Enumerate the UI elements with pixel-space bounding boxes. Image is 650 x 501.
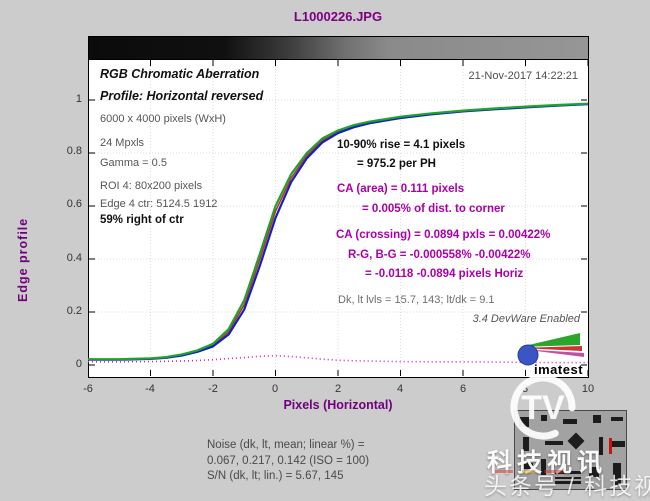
version-label: 3.4 DevWare Enabled — [472, 313, 580, 325]
ca-area-line2: = 0.005% of dist. to corner — [362, 203, 505, 215]
edge-gradient-strip — [89, 37, 588, 60]
edge-profile-chart — [88, 60, 589, 376]
imatest-logo-sphere — [517, 344, 539, 366]
gamma-label: Gamma = 0.5 — [100, 157, 167, 169]
profile-label: Profile: Horizontal reversed — [100, 89, 264, 103]
series-ca-area-difference — [88, 354, 588, 364]
x-tick-8: 8 — [521, 383, 529, 395]
y-tick-0: 0 — [75, 358, 82, 370]
imatest-logo-red-stripe — [520, 346, 582, 351]
edge-center-label: Edge 4 ctr: 5124.5 1912 — [100, 198, 218, 210]
y-tick-08: 0.8 — [66, 145, 82, 157]
megapixels-label: 24 Mpxls — [100, 137, 145, 149]
x-tick-10: 10 — [581, 383, 595, 395]
rise-result-line1: 10-90% rise = 4.1 pixels — [337, 139, 466, 151]
y-tick-02: 0.2 — [66, 305, 82, 317]
resolution-label: 6000 x 4000 pixels (WxH) — [100, 113, 226, 125]
x-axis-label: Pixels (Horizontal) — [283, 398, 393, 412]
y-tick-06: 0.6 — [66, 198, 82, 210]
roi-label: ROI 4: 80x200 pixels — [100, 180, 203, 192]
x-tick-4: 4 — [396, 383, 404, 395]
watermark-tv-logo: TV — [510, 374, 576, 440]
ca-area-line1: CA (area) = 0.111 pixels — [337, 183, 465, 195]
noise-line1: Noise (dk, lt, mean; linear %) = — [207, 439, 365, 451]
x-tick-n4: -4 — [145, 383, 155, 395]
chart-heading: RGB Chromatic Aberration — [100, 67, 260, 81]
y-axis-label: Edge profile — [16, 217, 30, 303]
y-tick-1: 1 — [75, 93, 82, 105]
x-tick-2: 2 — [334, 383, 342, 395]
tv-logo-ring — [510, 374, 576, 440]
x-tick-n2: -2 — [208, 383, 218, 395]
roi-marker — [609, 438, 612, 454]
series-g-edge-profile — [88, 102, 589, 361]
watermark-byline: 头条号 / 科技视讯 — [484, 473, 650, 499]
noise-line3: S/N (dk, lt; lin.) = 5.67, 145 — [207, 470, 344, 482]
imatest-logo-green-swoosh — [520, 333, 580, 347]
imatest-logo: imatest — [517, 333, 584, 377]
imatest-logo-text: imatest — [534, 362, 583, 377]
x-tick-6: 6 — [459, 383, 467, 395]
rise-result-line2: = 975.2 per PH — [357, 158, 436, 170]
levels-line: Dk, lt lvls = 15.7, 143; lt/dk = 9.1 — [338, 294, 495, 306]
analysis-timestamp: 21-Nov-2017 14:22:21 — [468, 70, 578, 82]
position-label: 59% right of ctr — [100, 214, 184, 226]
noise-line2: 0.067, 0.217, 0.142 (ISO = 100) — [207, 454, 370, 467]
x-tick-0: 0 — [271, 383, 279, 395]
watermark-sub-dashes — [495, 470, 585, 473]
figure-title: L1000226.JPG — [293, 9, 383, 24]
ca-crossing-line: CA (crossing) = 0.0894 pxls = 0.00422% — [336, 229, 551, 241]
rg-bg-line: R-G, B-G = -0.000558% -0.00422% — [348, 249, 531, 261]
pixels-horiz-line: = -0.0118 -0.0894 pixels Horiz — [365, 268, 524, 280]
thumbnail-test-chart — [514, 410, 627, 490]
tv-logo-letters: TV — [521, 389, 565, 427]
x-tick-n6: -6 — [83, 383, 93, 395]
y-tick-04: 0.4 — [66, 252, 82, 264]
noise-summary: Noise (dk, lt, mean; linear %) = 0.067, … — [207, 438, 369, 485]
